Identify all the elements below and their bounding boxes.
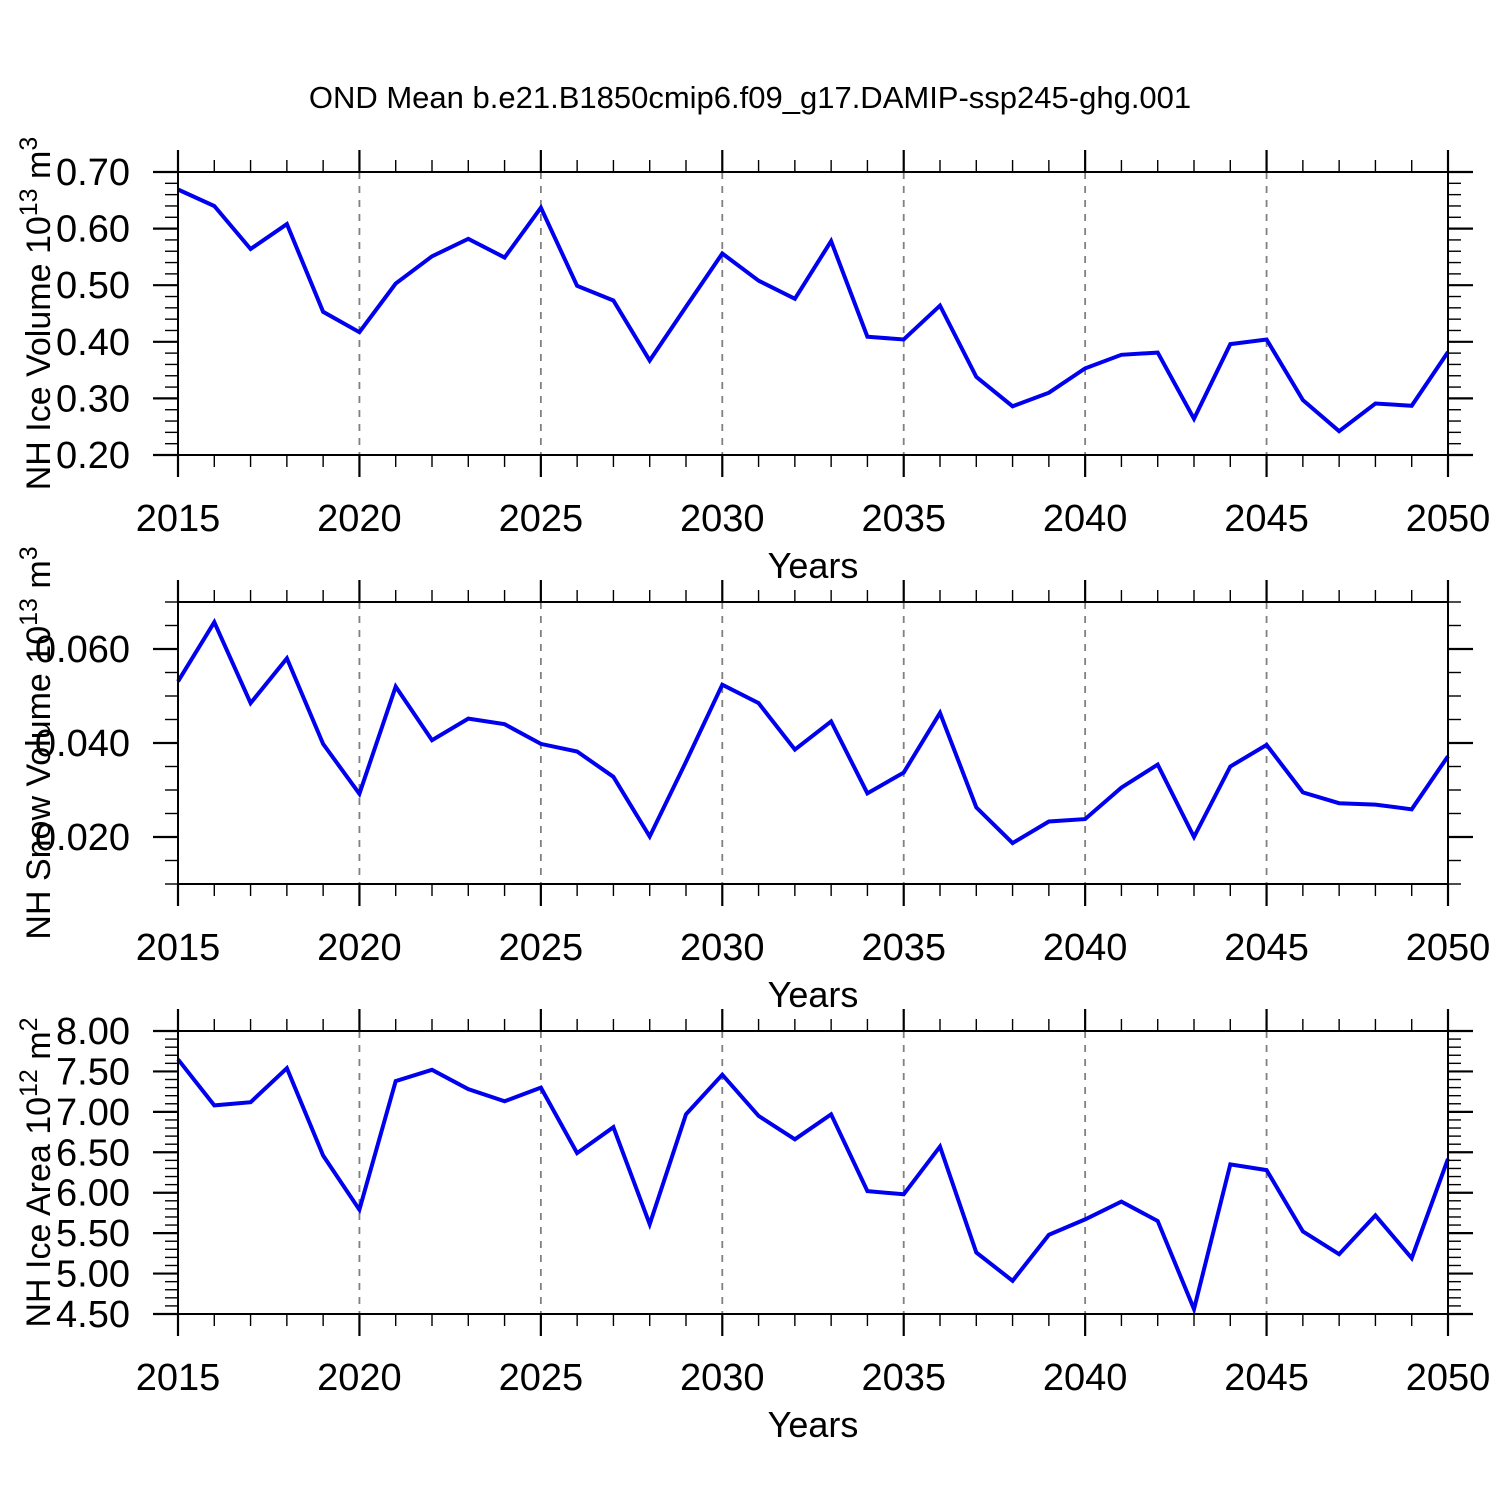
y-tick-label: 0.060: [35, 629, 130, 671]
y-axis-title: NH Ice Area 1012 m2: [15, 1017, 58, 1327]
y-tick-label: 8.00: [56, 1011, 130, 1053]
x-tick-label: 2045: [1224, 927, 1309, 969]
x-tick-label: 2045: [1224, 1357, 1309, 1399]
plot-box: [177, 1030, 1449, 1315]
x-tick-label: 2035: [861, 927, 946, 969]
plot-box: [177, 171, 1449, 456]
x-axis-title: Years: [768, 545, 859, 586]
x-tick-label: 2015: [136, 927, 221, 969]
figure-title: OND Mean b.e21.B1850cmip6.f09_g17.DAMIP-…: [308, 80, 1192, 115]
x-tick-label: 2040: [1043, 927, 1128, 969]
x-tick-label: 2020: [317, 927, 402, 969]
series-line-nh-snow-volume: [176, 617, 1450, 846]
x-tick-label: 2050: [1406, 927, 1491, 969]
x-tick-label: 2025: [499, 498, 584, 540]
y-tick-label: 5.00: [56, 1254, 130, 1296]
y-tick-label: 5.50: [56, 1213, 130, 1255]
y-tick-label: 7.00: [56, 1092, 130, 1134]
x-tick-label: 2015: [136, 498, 221, 540]
x-tick-label: 2030: [680, 1357, 765, 1399]
panel-nh-ice-volume: 0.20 0.30 0.40 0.50 0.60 0.70 2015 2020 2025 2030…: [15, 137, 1490, 586]
y-tick-label: 0.20: [56, 435, 130, 477]
x-tick-label: 2035: [861, 1357, 946, 1399]
y-tick-label: 4.50: [56, 1294, 130, 1336]
x-tick-label: 2030: [680, 927, 765, 969]
y-tick-label: 7.50: [56, 1051, 130, 1093]
plot-box: [177, 601, 1449, 885]
panel-nh-snow-volume: 0.020 0.040 0.060 2015 2020 2025 2030 2035 2040 2…: [15, 546, 1490, 1015]
x-tick-label: 2045: [1224, 498, 1309, 540]
y-tick-label: 6.00: [56, 1173, 130, 1215]
y-tick-label: 0.40: [56, 322, 130, 364]
y-axis-title: NH Snow Volume 1013 m3: [15, 546, 58, 939]
y-tick-label: 0.50: [56, 265, 130, 307]
panel-nh-ice-area: 4.505.005.506.006.507.007.508.00 2015 2020…: [15, 1009, 1490, 1445]
axis-ticks: [153, 150, 1473, 477]
x-axis-title: Years: [768, 974, 859, 1015]
x-tick-label: 2040: [1043, 498, 1128, 540]
axis-ticks: [153, 1009, 1473, 1336]
series-line-nh-ice-volume: [177, 187, 1450, 434]
x-tick-label: 2015: [136, 1357, 221, 1399]
x-tick-label: 2040: [1043, 1357, 1128, 1399]
y-tick-label: 0.70: [56, 152, 130, 194]
y-tick-label: 0.020: [35, 817, 130, 859]
x-tick-label: 2025: [499, 1357, 584, 1399]
y-tick-label: 6.50: [56, 1132, 130, 1174]
x-tick-label: 2025: [499, 927, 584, 969]
x-tick-label: 2030: [680, 498, 765, 540]
axis-ticks: [153, 580, 1473, 906]
y-tick-label: 0.040: [35, 723, 130, 765]
x-tick-label: 2020: [317, 498, 402, 540]
x-tick-label: 2050: [1406, 498, 1491, 540]
x-tick-label: 2050: [1406, 1357, 1491, 1399]
x-tick-label: 2020: [317, 1357, 402, 1399]
y-tick-label: 0.60: [56, 209, 130, 251]
y-axis-title: NH Ice Volume 1013 m3: [15, 137, 58, 491]
x-tick-label: 2035: [861, 498, 946, 540]
y-tick-label: 0.30: [56, 378, 130, 420]
x-axis-title: Years: [768, 1404, 859, 1445]
series-line-nh-ice-area: [176, 1058, 1450, 1316]
